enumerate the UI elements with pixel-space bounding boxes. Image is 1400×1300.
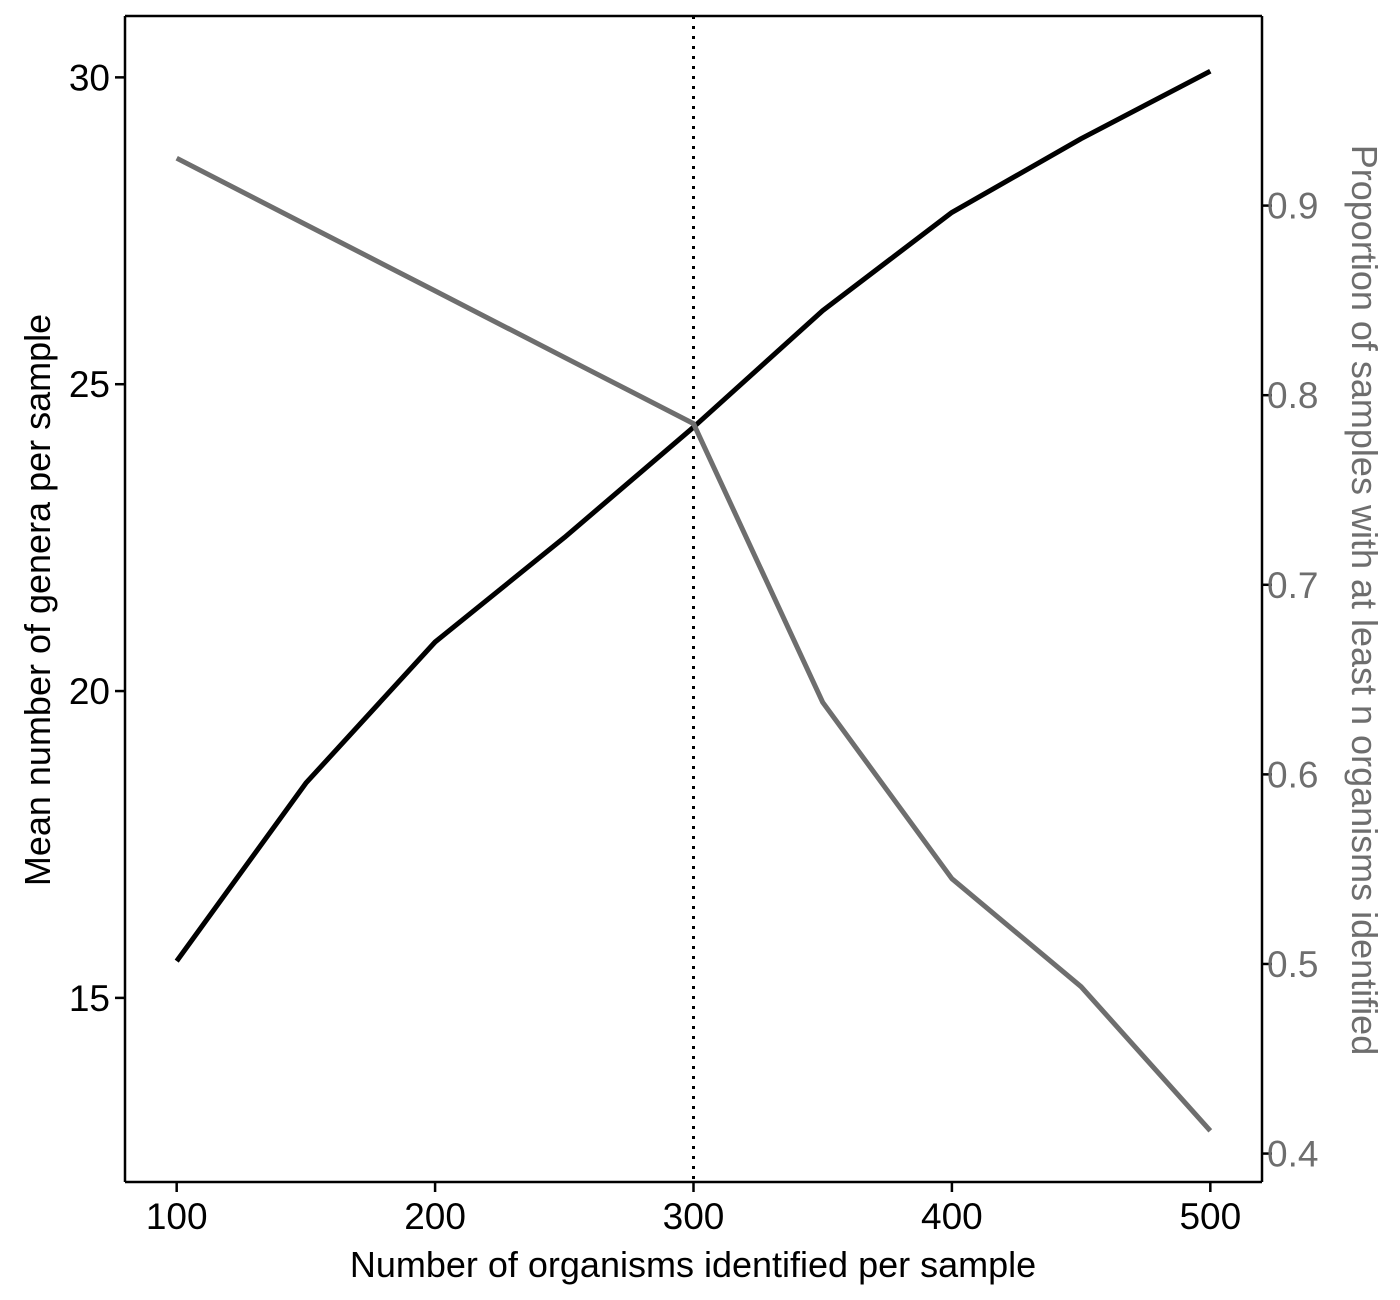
- series-line-right: [175, 155, 1213, 1133]
- series-point-right: [691, 421, 696, 426]
- series-point-right: [949, 876, 954, 881]
- series-point-left: [433, 639, 438, 644]
- y-tick-label: 15: [69, 978, 110, 1019]
- y2-tick-label: 0.4: [1267, 1134, 1318, 1175]
- y2-tick-label: 0.7: [1267, 565, 1318, 606]
- series-point-right: [303, 222, 308, 227]
- y2-axis-title: Proportion of samples with at least n or…: [1344, 145, 1385, 1055]
- series-point-right: [820, 700, 825, 705]
- y2-tick-label: 0.9: [1267, 186, 1318, 227]
- y2-tick-label: 0.5: [1267, 944, 1318, 985]
- series-point-left: [949, 210, 954, 215]
- x-tick-label: 400: [921, 1196, 983, 1237]
- x-tick-label: 500: [1179, 1196, 1241, 1237]
- series-point-right: [174, 156, 179, 161]
- series-point-right: [433, 288, 438, 293]
- y2-tick-label: 0.6: [1267, 754, 1318, 795]
- series-point-right: [1079, 984, 1084, 989]
- y-tick-label: 25: [69, 364, 110, 405]
- series-point-left: [820, 308, 825, 313]
- y-tick-label: 20: [69, 671, 110, 712]
- series-point-right: [1208, 1128, 1213, 1133]
- series-point-left: [1079, 136, 1084, 141]
- x-tick-label: 300: [663, 1196, 725, 1237]
- series-point-left: [1208, 69, 1213, 74]
- y-axis-title: Mean number of genera per sample: [17, 314, 58, 886]
- y-tick-label: 30: [69, 57, 110, 98]
- series-point-left: [174, 959, 179, 964]
- x-tick-label: 200: [404, 1196, 466, 1237]
- series-point-left: [303, 781, 308, 786]
- x-axis-title: Number of organisms identified per sampl…: [350, 1244, 1036, 1285]
- y2-tick-label: 0.8: [1267, 375, 1318, 416]
- series-point-right: [562, 355, 567, 360]
- x-tick-label: 100: [146, 1196, 208, 1237]
- series-point-left: [562, 535, 567, 540]
